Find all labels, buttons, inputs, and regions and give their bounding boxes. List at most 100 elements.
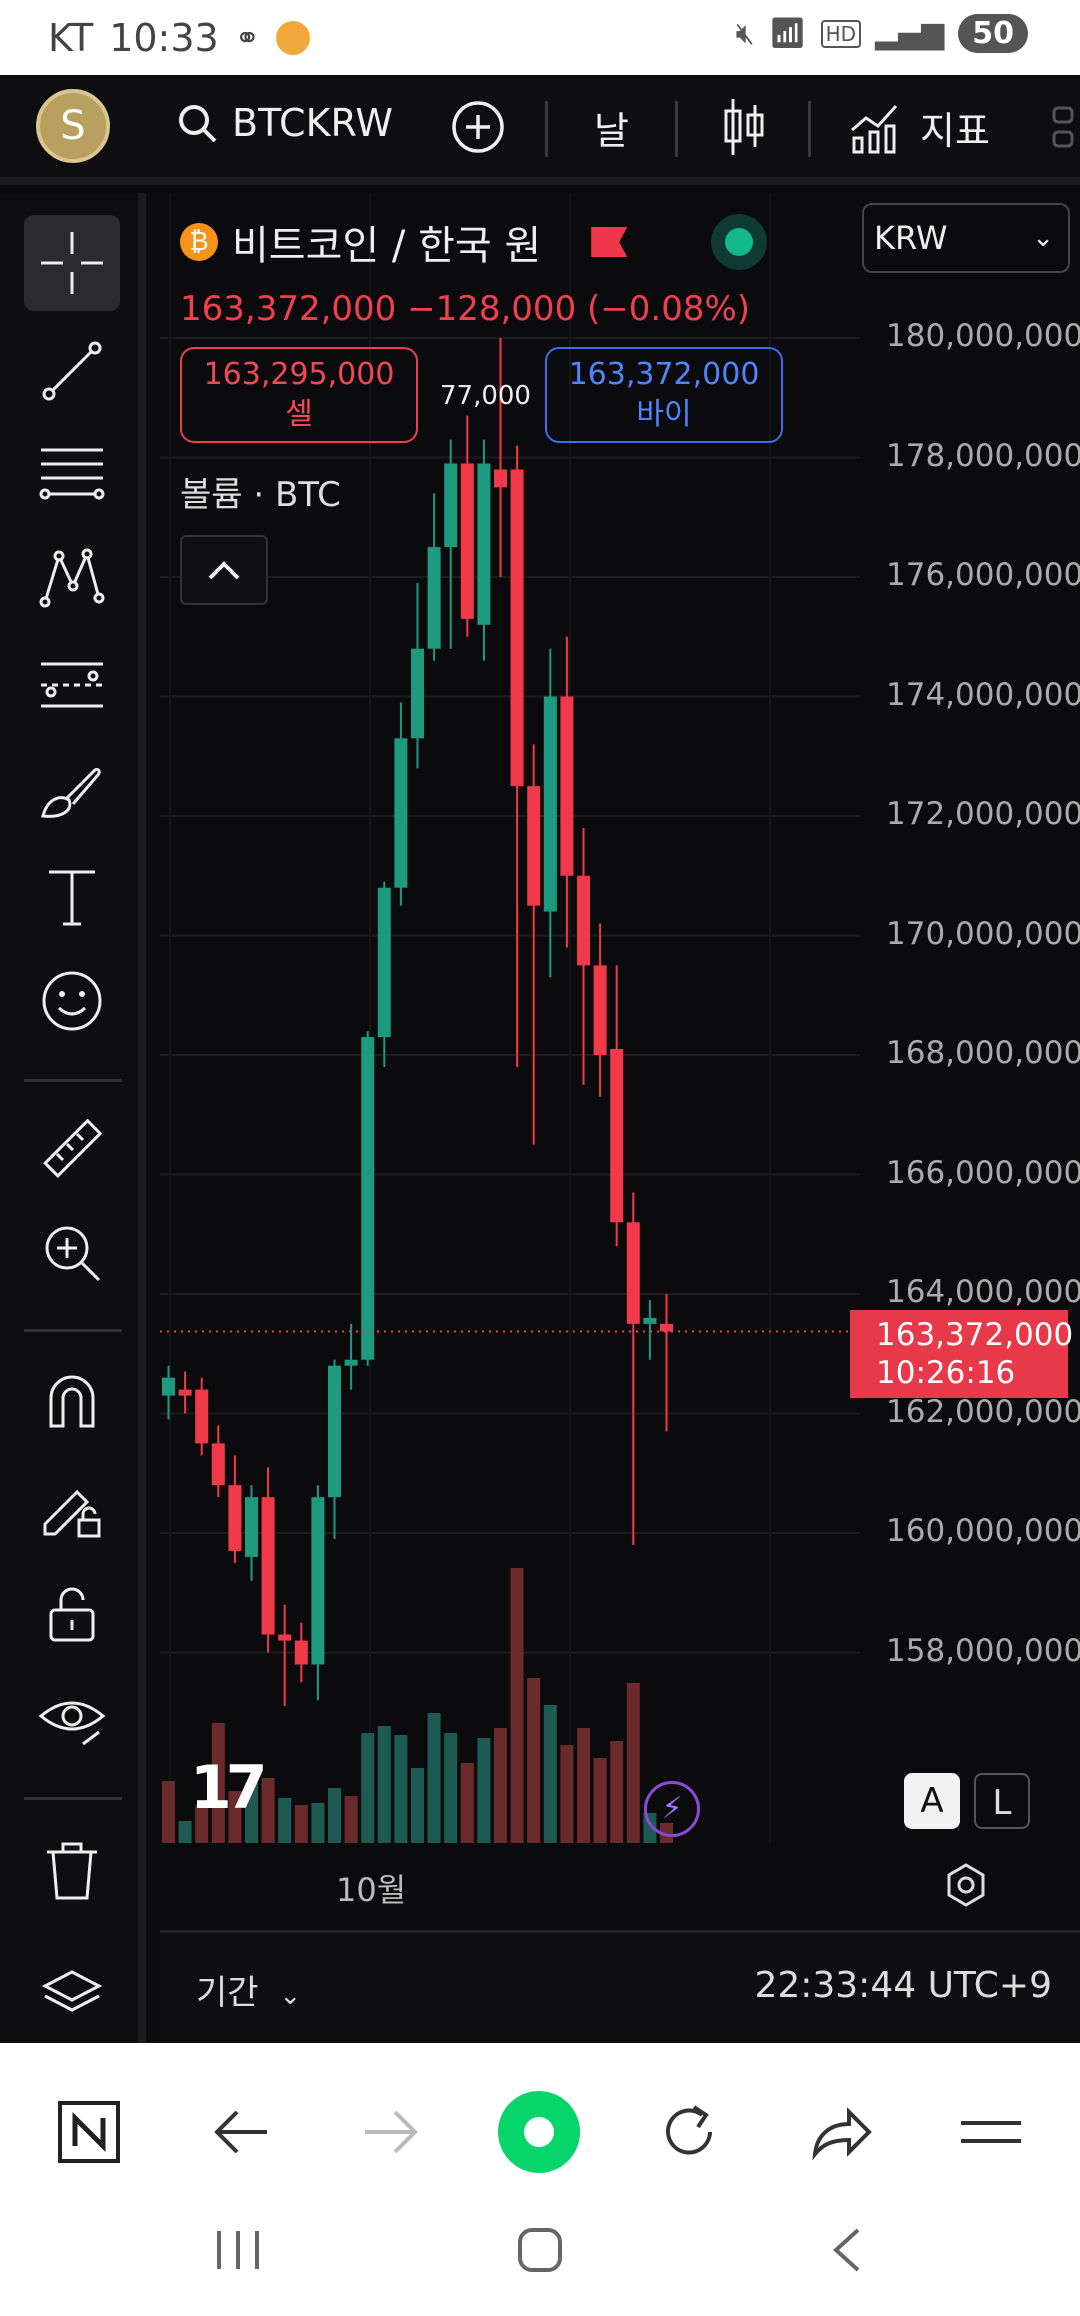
price-tick-label: 164,000,000 — [886, 1274, 1080, 1310]
layers-icon — [41, 1970, 103, 2012]
refresh-icon — [666, 2105, 712, 2155]
smiley-icon — [42, 971, 102, 1031]
price-tick-label: 174,000,000 — [886, 676, 1080, 713]
sell-button[interactable]: 163,295,000 셀 — [180, 347, 418, 443]
price-tick-label: 180,000,000 — [886, 318, 1080, 354]
chart-pane[interactable]: ₿ 비트코인 / 한국 원 163,372,000 −128,000 (−0.0… — [160, 193, 1080, 1931]
chevron-up-icon — [208, 561, 240, 580]
toolbar-divider — [675, 101, 678, 157]
lock-tool[interactable] — [24, 1565, 120, 1661]
collapse-legend-button[interactable] — [180, 535, 268, 605]
candle-body — [361, 1037, 375, 1360]
candle-body — [228, 1485, 242, 1551]
measure-tool[interactable] — [24, 1101, 120, 1197]
log-scale-button[interactable]: L — [974, 1773, 1030, 1829]
home-button[interactable] — [500, 2210, 580, 2290]
back-button[interactable] — [196, 2087, 286, 2177]
price-tick-label: 158,000,000 — [886, 1632, 1080, 1669]
indicators-button[interactable]: 지표 — [848, 95, 990, 159]
refresh-button[interactable] — [644, 2087, 734, 2177]
plus-circle-icon — [452, 101, 504, 153]
system-nav-bar — [0, 2180, 1080, 2316]
volume-bar — [228, 1791, 242, 1843]
candle-body — [460, 463, 474, 619]
volume-bar — [394, 1735, 408, 1843]
notification-icon: ⚭ — [234, 20, 260, 56]
menu-button[interactable] — [946, 2087, 1036, 2177]
volume-bar — [494, 1728, 507, 1843]
layers-tool[interactable] — [24, 1945, 120, 2041]
brush-tool[interactable] — [24, 743, 120, 839]
bolt-icon[interactable]: ⚡ — [644, 1781, 700, 1837]
flag-icon[interactable] — [591, 227, 628, 257]
pattern-tool[interactable] — [24, 529, 120, 625]
candlestick-chart[interactable] — [160, 193, 870, 1843]
candle-body — [394, 738, 408, 888]
lock-drawings-tool[interactable] — [24, 1461, 120, 1557]
candle-body — [577, 875, 590, 966]
interval-button[interactable]: 날 — [594, 108, 629, 153]
emoji-tool[interactable] — [24, 953, 120, 1049]
crosshair-tool[interactable] — [24, 215, 120, 311]
tradingview-logo: 17 — [190, 1753, 267, 1823]
time-scale[interactable]: 10월 — [160, 1843, 1080, 1931]
status-bar: KT 10:33 ⚭ 🔇︎ 📶︎ HD ▂▄▆ 50 — [0, 0, 1080, 75]
settings-icon[interactable] — [942, 1861, 990, 1909]
candle-body — [278, 1634, 292, 1641]
system-back-button[interactable] — [806, 2210, 886, 2290]
symbol-label: BTCKRW — [232, 101, 393, 145]
price-scale[interactable]: 180,000,000 178,000,000 176,000,000 174,000… — [870, 193, 1080, 1773]
magnet-icon — [49, 1375, 95, 1428]
timezone-clock[interactable]: 22:33:44 UTC+9 — [754, 1965, 1052, 2006]
chart-type-button[interactable] — [722, 95, 766, 159]
market-status-icon[interactable] — [711, 214, 768, 270]
auto-scale-button[interactable]: A — [904, 1773, 960, 1829]
forward-button[interactable] — [346, 2087, 436, 2177]
tool-divider — [24, 1079, 122, 1082]
chevron-left-icon — [833, 2228, 860, 2272]
volume-bar — [626, 1683, 640, 1843]
share-button[interactable] — [796, 2087, 886, 2177]
forecast-tool[interactable] — [24, 637, 120, 733]
magnet-tool[interactable] — [24, 1353, 120, 1449]
visibility-tool[interactable] — [24, 1671, 120, 1767]
currency-select[interactable]: KRW ⌄ — [862, 203, 1070, 273]
volume-bar — [162, 1781, 175, 1843]
more-menu-icon[interactable] — [1050, 95, 1076, 159]
candle-body — [610, 1049, 624, 1223]
naver-home-button[interactable] — [44, 2087, 134, 2177]
trend-line-tool[interactable] — [24, 323, 120, 419]
candle-body — [178, 1389, 192, 1396]
chevron-down-icon: ⌄ — [1032, 223, 1054, 253]
candle-body — [543, 696, 557, 912]
delete-tool[interactable] — [24, 1823, 120, 1919]
volume-bar — [610, 1741, 624, 1843]
volume-bar — [477, 1738, 491, 1843]
price-tick-label: 168,000,000 — [886, 1035, 1080, 1071]
fib-tool[interactable] — [24, 425, 120, 521]
zoom-tool[interactable] — [24, 1205, 120, 1301]
spread-value: 77,000 — [440, 381, 531, 411]
candlestick-icon — [724, 99, 764, 155]
candle-body — [560, 696, 574, 876]
buy-button[interactable]: 163,372,000 바이 — [545, 347, 783, 443]
avatar[interactable]: S — [36, 89, 110, 163]
candle-body — [510, 469, 524, 787]
add-symbol-button[interactable] — [450, 95, 506, 159]
period-dropdown[interactable]: 기간 ⌄ — [196, 1965, 301, 2014]
symbol-search[interactable]: BTCKRW — [176, 101, 393, 145]
signal-icon: ▂▄▆ — [875, 16, 945, 51]
volume-bar — [178, 1821, 192, 1843]
toolbar-divider — [808, 101, 811, 157]
text-tool[interactable] — [24, 849, 120, 945]
candle-body — [344, 1359, 358, 1366]
volume-bar — [593, 1758, 607, 1843]
share-icon — [812, 2107, 872, 2160]
volume-bar — [294, 1805, 308, 1843]
volume-bar — [195, 1805, 209, 1843]
recent-apps-button[interactable] — [198, 2210, 278, 2290]
green-dot-button[interactable] — [494, 2087, 584, 2177]
volume-bar — [427, 1713, 441, 1843]
app-notification-icon — [275, 21, 310, 55]
